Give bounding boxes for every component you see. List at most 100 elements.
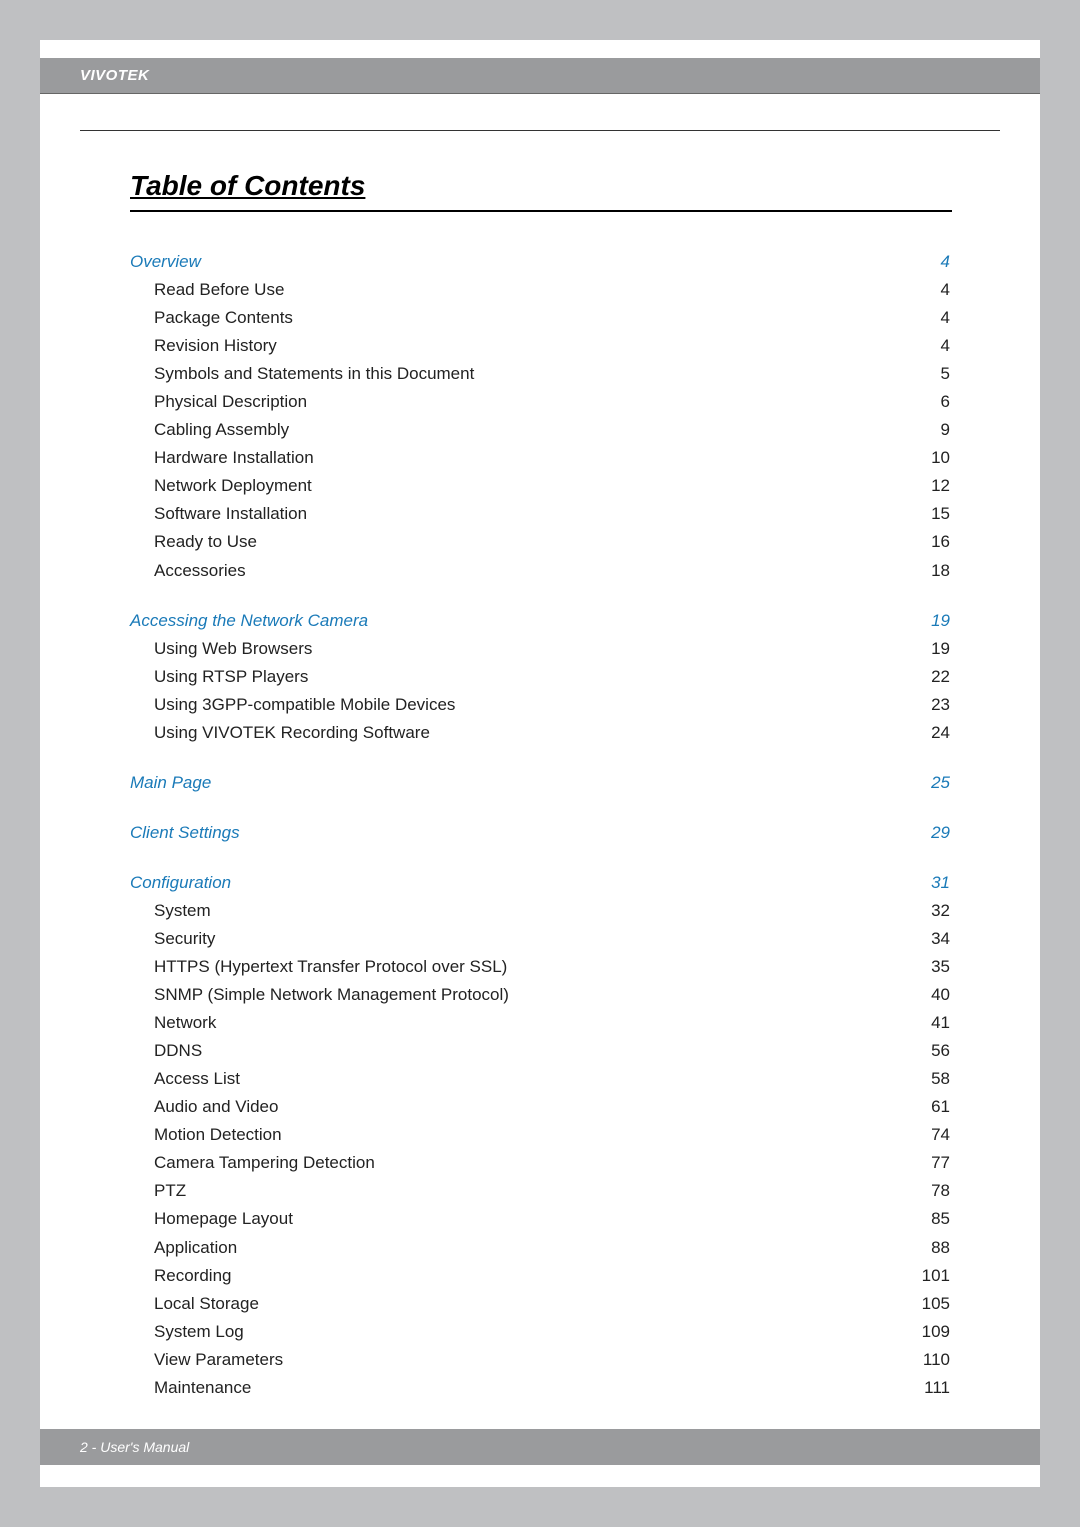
toc-entry[interactable]: Camera Tampering Detection 77 (130, 1149, 950, 1177)
toc-entry[interactable]: Network 41 (130, 1009, 950, 1037)
toc-entry[interactable]: Recording101 (130, 1262, 950, 1290)
toc-label: Network (154, 1009, 216, 1037)
toc-label: System Log (154, 1318, 244, 1346)
toc-page-number: 6 (939, 388, 950, 416)
toc-page-number: 85 (929, 1205, 950, 1233)
toc-section-title[interactable]: Accessing the Network Camera 19 (130, 607, 950, 635)
toc-entry[interactable]: Package Contents 4 (130, 304, 950, 332)
toc-page-number: 25 (929, 769, 950, 797)
toc-label: Using RTSP Players (154, 663, 308, 691)
toc-page-number: 61 (929, 1093, 950, 1121)
toc-entry[interactable]: Revision History4 (130, 332, 950, 360)
toc-section-title[interactable]: Client Settings29 (130, 819, 950, 847)
toc-page-number: 101 (920, 1262, 950, 1290)
toc-entry[interactable]: Homepage Layout85 (130, 1205, 950, 1233)
toc-page-number: 40 (929, 981, 950, 1009)
toc-entry[interactable]: View Parameters110 (130, 1346, 950, 1374)
toc-page-number: 12 (929, 472, 950, 500)
toc-entry[interactable]: Maintenance 111 (130, 1374, 950, 1402)
toc-page-number: 32 (929, 897, 950, 925)
toc-section-title[interactable]: Main Page 25 (130, 769, 950, 797)
toc-entry[interactable]: System Log 109 (130, 1318, 950, 1346)
toc-entry[interactable]: Using Web Browsers 19 (130, 635, 950, 663)
toc-label: Main Page (130, 769, 211, 797)
toc-page-number: 5 (939, 360, 950, 388)
toc-page-number: 88 (929, 1234, 950, 1262)
toc-page-number: 109 (920, 1318, 950, 1346)
toc-label: Accessories (154, 557, 246, 585)
toc-entry[interactable]: DDNS56 (130, 1037, 950, 1065)
brand-logo: VIVOTEK (80, 67, 149, 84)
footer-bar: 2 - User's Manual (40, 1429, 1040, 1465)
toc-page-number: 10 (929, 444, 950, 472)
toc-label: Maintenance (154, 1374, 251, 1402)
toc-entry[interactable]: Ready to Use16 (130, 528, 950, 556)
toc-section-title[interactable]: Configuration 31 (130, 869, 950, 897)
toc-page-number: 110 (921, 1346, 950, 1374)
toc-label: Using VIVOTEK Recording Software (154, 719, 430, 747)
toc-entry[interactable]: SNMP (Simple Network Management Protocol… (130, 981, 950, 1009)
toc-entry[interactable]: Read Before Use4 (130, 276, 950, 304)
toc-page-number: 58 (929, 1065, 950, 1093)
toc-entry[interactable]: Network Deployment 12 (130, 472, 950, 500)
toc-entry[interactable]: Local Storage105 (130, 1290, 950, 1318)
toc-entry[interactable]: System 32 (130, 897, 950, 925)
toc-label: Camera Tampering Detection (154, 1149, 375, 1177)
toc-label: Ready to Use (154, 528, 257, 556)
toc-section: Overview4Read Before Use4Package Content… (130, 248, 950, 585)
toc-entry[interactable]: Security 34 (130, 925, 950, 953)
toc-page-number: 111 (922, 1374, 950, 1402)
header-bar: VIVOTEK (40, 58, 1040, 94)
toc-entry[interactable]: Motion Detection74 (130, 1121, 950, 1149)
toc-entry[interactable]: Using 3GPP-compatible Mobile Devices23 (130, 691, 950, 719)
toc-entry[interactable]: Software Installation15 (130, 500, 950, 528)
toc-label: PTZ (154, 1177, 186, 1205)
toc-entry[interactable]: Using RTSP Players22 (130, 663, 950, 691)
toc-page-number: 15 (929, 500, 950, 528)
toc-label: Configuration (130, 869, 231, 897)
header-divider (80, 130, 1000, 131)
toc-section: Accessing the Network Camera19Using Web … (130, 607, 950, 747)
toc-section: Client Settings29 (130, 819, 950, 847)
toc-label: Client Settings (130, 819, 240, 847)
toc-page-number: 4 (939, 304, 950, 332)
toc-label: Using Web Browsers (154, 635, 312, 663)
toc-entry[interactable]: PTZ78 (130, 1177, 950, 1205)
toc-label: Security (154, 925, 215, 953)
toc-page-number: 77 (929, 1149, 950, 1177)
toc-section-title[interactable]: Overview4 (130, 248, 950, 276)
toc-page-number: 19 (929, 635, 950, 663)
toc-page-number: 34 (929, 925, 950, 953)
toc-label: Cabling Assembly (154, 416, 289, 444)
toc-container: Overview4Read Before Use4Package Content… (130, 248, 950, 1402)
toc-label: System (154, 897, 211, 925)
toc-label: Symbols and Statements in this Document (154, 360, 474, 388)
footer-text: 2 - User's Manual (80, 1439, 189, 1455)
toc-page-number: 4 (939, 332, 950, 360)
toc-entry[interactable]: Physical Description 6 (130, 388, 950, 416)
toc-entry[interactable]: HTTPS (Hypertext Transfer Protocol over … (130, 953, 950, 981)
toc-entry[interactable]: Audio and Video61 (130, 1093, 950, 1121)
toc-label: Network Deployment (154, 472, 312, 500)
toc-entry[interactable]: Hardware Installation 10 (130, 444, 950, 472)
toc-entry[interactable]: Symbols and Statements in this Document 5 (130, 360, 950, 388)
toc-page-number: 19 (929, 607, 950, 635)
toc-label: Package Contents (154, 304, 293, 332)
toc-page-number: 41 (929, 1009, 950, 1037)
toc-title: Table of Contents (130, 170, 950, 208)
toc-label: Physical Description (154, 388, 307, 416)
toc-label: Hardware Installation (154, 444, 314, 472)
toc-entry[interactable]: Cabling Assembly9 (130, 416, 950, 444)
toc-label: Access List (154, 1065, 240, 1093)
toc-entry[interactable]: Accessories18 (130, 557, 950, 585)
toc-entry[interactable]: Application88 (130, 1234, 950, 1262)
toc-page-number: 31 (929, 869, 950, 897)
toc-label: Local Storage (154, 1290, 259, 1318)
document-page: VIVOTEK Table of Contents Overview4Read … (40, 40, 1040, 1487)
toc-entry[interactable]: Access List 58 (130, 1065, 950, 1093)
toc-label: Accessing the Network Camera (130, 607, 368, 635)
toc-entry[interactable]: Using VIVOTEK Recording Software 24 (130, 719, 950, 747)
toc-label: Using 3GPP-compatible Mobile Devices (154, 691, 455, 719)
toc-page-number: 24 (929, 719, 950, 747)
toc-label: DDNS (154, 1037, 202, 1065)
